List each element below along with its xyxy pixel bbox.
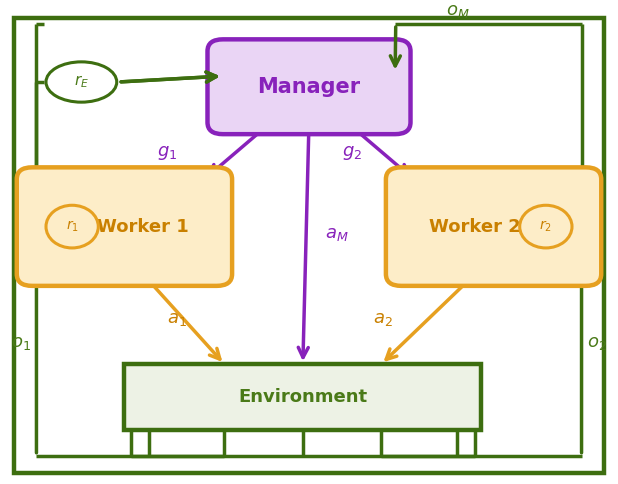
Ellipse shape [46, 62, 117, 102]
FancyBboxPatch shape [208, 39, 410, 134]
Text: Environment: Environment [239, 388, 368, 406]
Text: $r_1$: $r_1$ [66, 219, 78, 234]
Ellipse shape [46, 205, 98, 248]
Text: $r_E$: $r_E$ [74, 74, 89, 91]
FancyBboxPatch shape [124, 364, 481, 430]
FancyBboxPatch shape [14, 18, 604, 473]
Text: Manager: Manager [258, 77, 360, 97]
Text: $a_1$: $a_1$ [167, 310, 187, 328]
Text: $a_M$: $a_M$ [325, 225, 349, 242]
Text: $o_M$: $o_M$ [446, 2, 469, 20]
Text: $r_2$: $r_2$ [540, 219, 552, 234]
FancyBboxPatch shape [17, 167, 232, 286]
Text: $o_1$: $o_1$ [11, 334, 31, 352]
Text: Worker 2: Worker 2 [430, 218, 521, 236]
FancyBboxPatch shape [386, 167, 601, 286]
Text: $g_2$: $g_2$ [342, 144, 362, 162]
Text: $g_1$: $g_1$ [158, 144, 177, 162]
Text: $o_2$: $o_2$ [587, 334, 607, 352]
Text: $a_2$: $a_2$ [373, 310, 392, 328]
Text: Worker 1: Worker 1 [97, 218, 188, 236]
Ellipse shape [520, 205, 572, 248]
